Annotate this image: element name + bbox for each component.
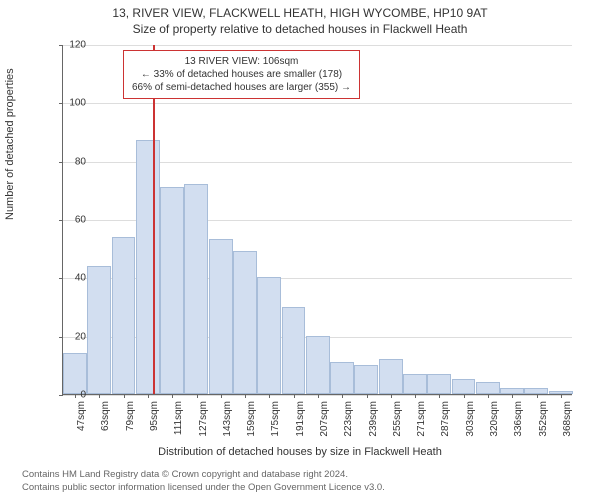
x-tick-mark (99, 394, 100, 398)
histogram-bar (160, 187, 184, 394)
x-tick-label: 336sqm (513, 401, 524, 441)
x-tick-label: 303sqm (465, 401, 476, 441)
x-tick-mark (124, 394, 125, 398)
x-tick-mark (318, 394, 319, 398)
footer-line-1: Contains HM Land Registry data © Crown c… (22, 469, 385, 481)
histogram-bar (136, 140, 160, 394)
x-tick-label: 191sqm (295, 401, 306, 441)
histogram-bar (233, 251, 257, 394)
x-tick-label: 352sqm (538, 401, 549, 441)
gridline-h (63, 103, 572, 104)
footer-line-2: Contains public sector information licen… (22, 482, 385, 494)
x-tick-label: 255sqm (392, 401, 403, 441)
chart-title-main: 13, RIVER VIEW, FLACKWELL HEATH, HIGH WY… (0, 6, 600, 20)
x-tick-label: 63sqm (100, 401, 111, 441)
footer-attribution: Contains HM Land Registry data © Crown c… (22, 469, 385, 494)
histogram-bar (306, 336, 330, 394)
x-tick-label: 368sqm (562, 401, 573, 441)
histogram-bar (282, 307, 306, 395)
x-tick-label: 127sqm (198, 401, 209, 441)
x-tick-label: 223sqm (343, 401, 354, 441)
histogram-bar (476, 382, 500, 394)
annotation-line-2: ← 33% of detached houses are smaller (17… (132, 68, 351, 81)
x-tick-label: 239sqm (368, 401, 379, 441)
annotation-box: 13 RIVER VIEW: 106sqm← 33% of detached h… (123, 50, 360, 99)
y-axis-label: Number of detached properties (4, 68, 16, 220)
x-tick-mark (415, 394, 416, 398)
x-tick-mark (488, 394, 489, 398)
histogram-bar (112, 237, 136, 395)
x-tick-label: 47sqm (76, 401, 87, 441)
x-tick-label: 95sqm (149, 401, 160, 441)
histogram-bar (354, 365, 378, 394)
x-tick-label: 175sqm (270, 401, 281, 441)
y-tick-label: 20 (56, 331, 86, 342)
annotation-line-3: 66% of semi-detached houses are larger (… (132, 81, 351, 94)
chart-title-sub: Size of property relative to detached ho… (0, 22, 600, 36)
x-tick-mark (294, 394, 295, 398)
histogram-bar (257, 277, 281, 394)
histogram-bar (184, 184, 208, 394)
histogram-bar (379, 359, 403, 394)
x-tick-mark (439, 394, 440, 398)
histogram-bar (209, 239, 233, 394)
histogram-bar (403, 374, 427, 394)
x-tick-mark (269, 394, 270, 398)
x-tick-label: 111sqm (173, 401, 184, 441)
x-tick-label: 271sqm (416, 401, 427, 441)
x-tick-mark (172, 394, 173, 398)
y-tick-label: 40 (56, 273, 86, 284)
x-tick-mark (342, 394, 343, 398)
histogram-bar (63, 353, 87, 394)
histogram-bar (330, 362, 354, 394)
x-tick-mark (512, 394, 513, 398)
x-axis-title: Distribution of detached houses by size … (0, 446, 600, 458)
y-tick-label: 80 (56, 156, 86, 167)
x-tick-label: 207sqm (319, 401, 330, 441)
x-tick-label: 159sqm (246, 401, 257, 441)
histogram-bar (452, 379, 476, 394)
x-tick-mark (148, 394, 149, 398)
x-tick-label: 320sqm (489, 401, 500, 441)
x-tick-label: 287sqm (440, 401, 451, 441)
y-tick-label: 120 (56, 40, 86, 51)
y-tick-label: 60 (56, 215, 86, 226)
x-tick-mark (537, 394, 538, 398)
x-tick-mark (367, 394, 368, 398)
x-tick-mark (197, 394, 198, 398)
x-tick-label: 143sqm (222, 401, 233, 441)
x-tick-mark (245, 394, 246, 398)
x-tick-mark (391, 394, 392, 398)
histogram-bar (87, 266, 111, 394)
y-tick-label: 0 (56, 390, 86, 401)
y-tick-label: 100 (56, 98, 86, 109)
histogram-bar (427, 374, 451, 394)
annotation-line-1: 13 RIVER VIEW: 106sqm (132, 55, 351, 68)
plot-area: 13 RIVER VIEW: 106sqm← 33% of detached h… (62, 45, 572, 395)
x-tick-mark (221, 394, 222, 398)
x-tick-mark (561, 394, 562, 398)
gridline-h (63, 45, 572, 46)
x-tick-mark (464, 394, 465, 398)
x-tick-label: 79sqm (125, 401, 136, 441)
